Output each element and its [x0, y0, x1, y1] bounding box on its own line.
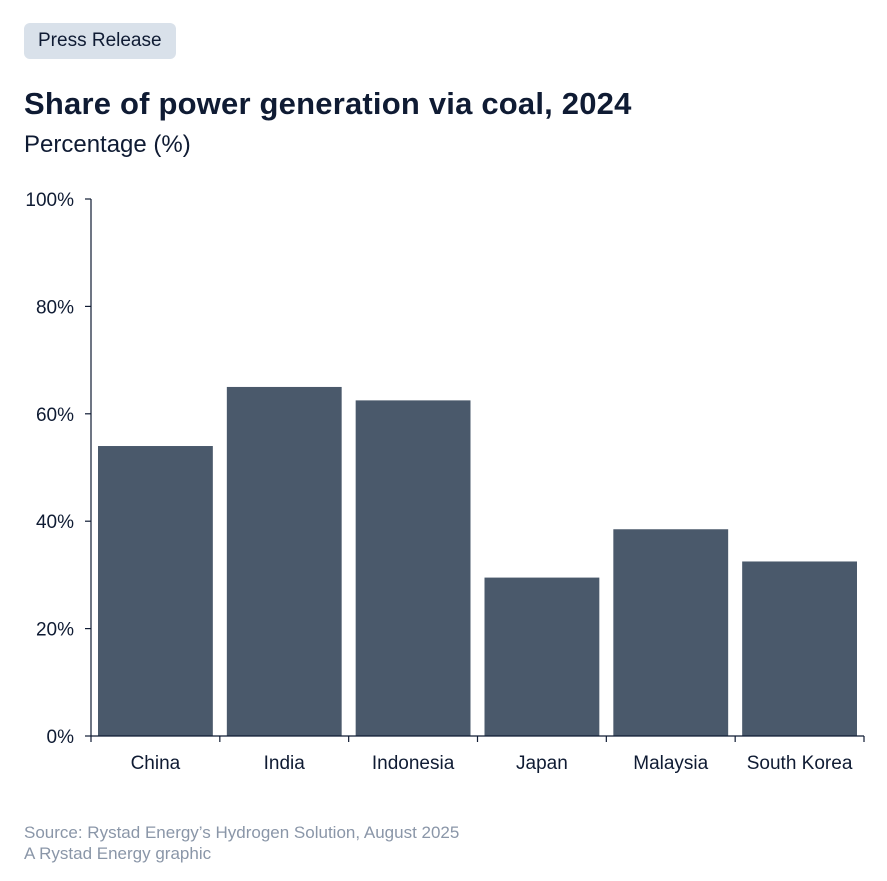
bar-india [226, 386, 342, 736]
credit-text: A Rystad Energy graphic [24, 844, 212, 863]
bar-indonesia [355, 400, 471, 736]
chart-subtitle: Percentage (%) [24, 131, 191, 158]
y-tick-label: 60% [36, 405, 74, 426]
source-note: Source: Rystad Energy’s Hydrogen Solutio… [24, 822, 459, 864]
x-tick-label: Malaysia [633, 753, 708, 774]
y-tick-label: 80% [36, 297, 74, 318]
y-tick-label: 0% [47, 727, 75, 748]
press-release-badge: Press Release [24, 23, 176, 59]
x-tick-label: India [264, 753, 306, 774]
y-tick-label: 100% [25, 190, 74, 211]
x-tick-label: Indonesia [372, 753, 455, 774]
source-text: Source: Rystad Energy’s Hydrogen Solutio… [24, 823, 460, 842]
bar-japan [484, 577, 600, 736]
bar-south-korea [742, 561, 857, 736]
x-tick-label: South Korea [747, 753, 853, 774]
bar-china [98, 446, 213, 736]
y-tick-label: 20% [36, 620, 74, 641]
x-tick-label: China [131, 753, 181, 774]
chart-title: Share of power generation via coal, 2024 [24, 86, 632, 121]
x-tick-label: Japan [516, 753, 568, 774]
y-tick-label: 40% [36, 512, 74, 533]
bar-malaysia [613, 529, 729, 736]
